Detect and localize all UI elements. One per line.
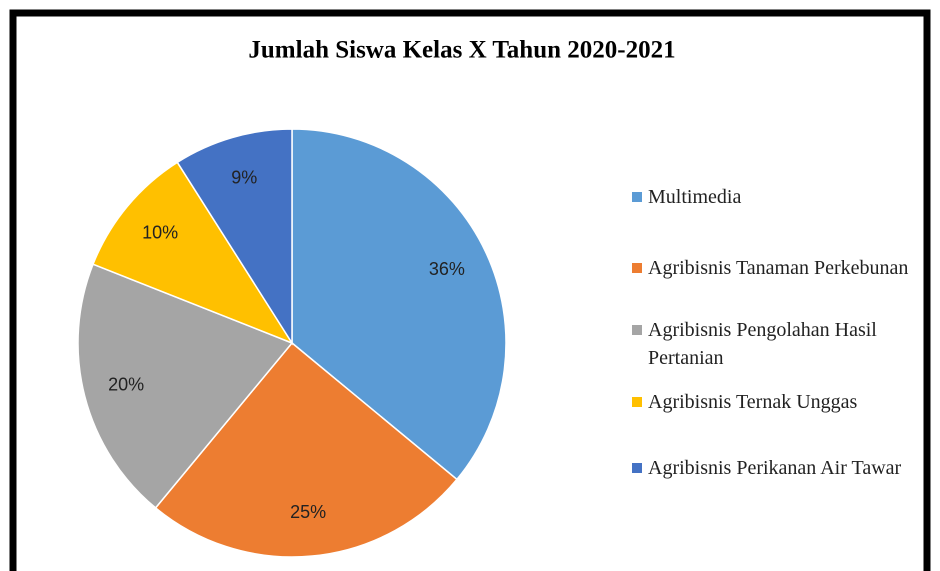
legend-label: Agribisnis Perikanan Air Tawar: [648, 457, 902, 479]
chart-title: Jumlah Siswa Kelas X Tahun 2020-2021: [248, 37, 675, 64]
legend-swatch: [632, 463, 642, 473]
data-label: 10%: [142, 223, 178, 243]
legend-label: Agribisnis Pengolahan Hasil Pertanian: [648, 319, 877, 369]
data-label: 25%: [290, 502, 326, 522]
data-label: 36%: [429, 259, 465, 279]
pie-slice: [154, 341, 458, 558]
legend-item: Multimedia: [630, 183, 920, 211]
legend-item: Agribisnis Tanaman Perkebunan: [630, 254, 920, 282]
legend-label: Multimedia: [648, 186, 742, 208]
legend-swatch: [632, 325, 642, 335]
legend-item: Agribisnis Perikanan Air Tawar: [630, 454, 920, 482]
frame: [9, 9, 931, 571]
pie-slice: [92, 161, 294, 345]
legend-label: Agribisnis Ternak Unggas: [648, 391, 858, 413]
legend-label: Agribisnis Tanaman Perkebunan: [648, 257, 909, 279]
legend-item: Agribisnis Pengolahan Hasil Pertanian: [630, 316, 920, 372]
legend-item: Agribisnis Ternak Unggas: [630, 388, 920, 416]
pie-slice: [77, 263, 294, 509]
legend-swatch: [632, 192, 642, 202]
legend-swatch: [632, 263, 642, 273]
data-label: 9%: [231, 167, 257, 187]
pie-slice: [176, 128, 293, 346]
data-label: 20%: [108, 374, 144, 394]
legend-swatch: [632, 397, 642, 407]
pie-slice: [291, 128, 507, 481]
